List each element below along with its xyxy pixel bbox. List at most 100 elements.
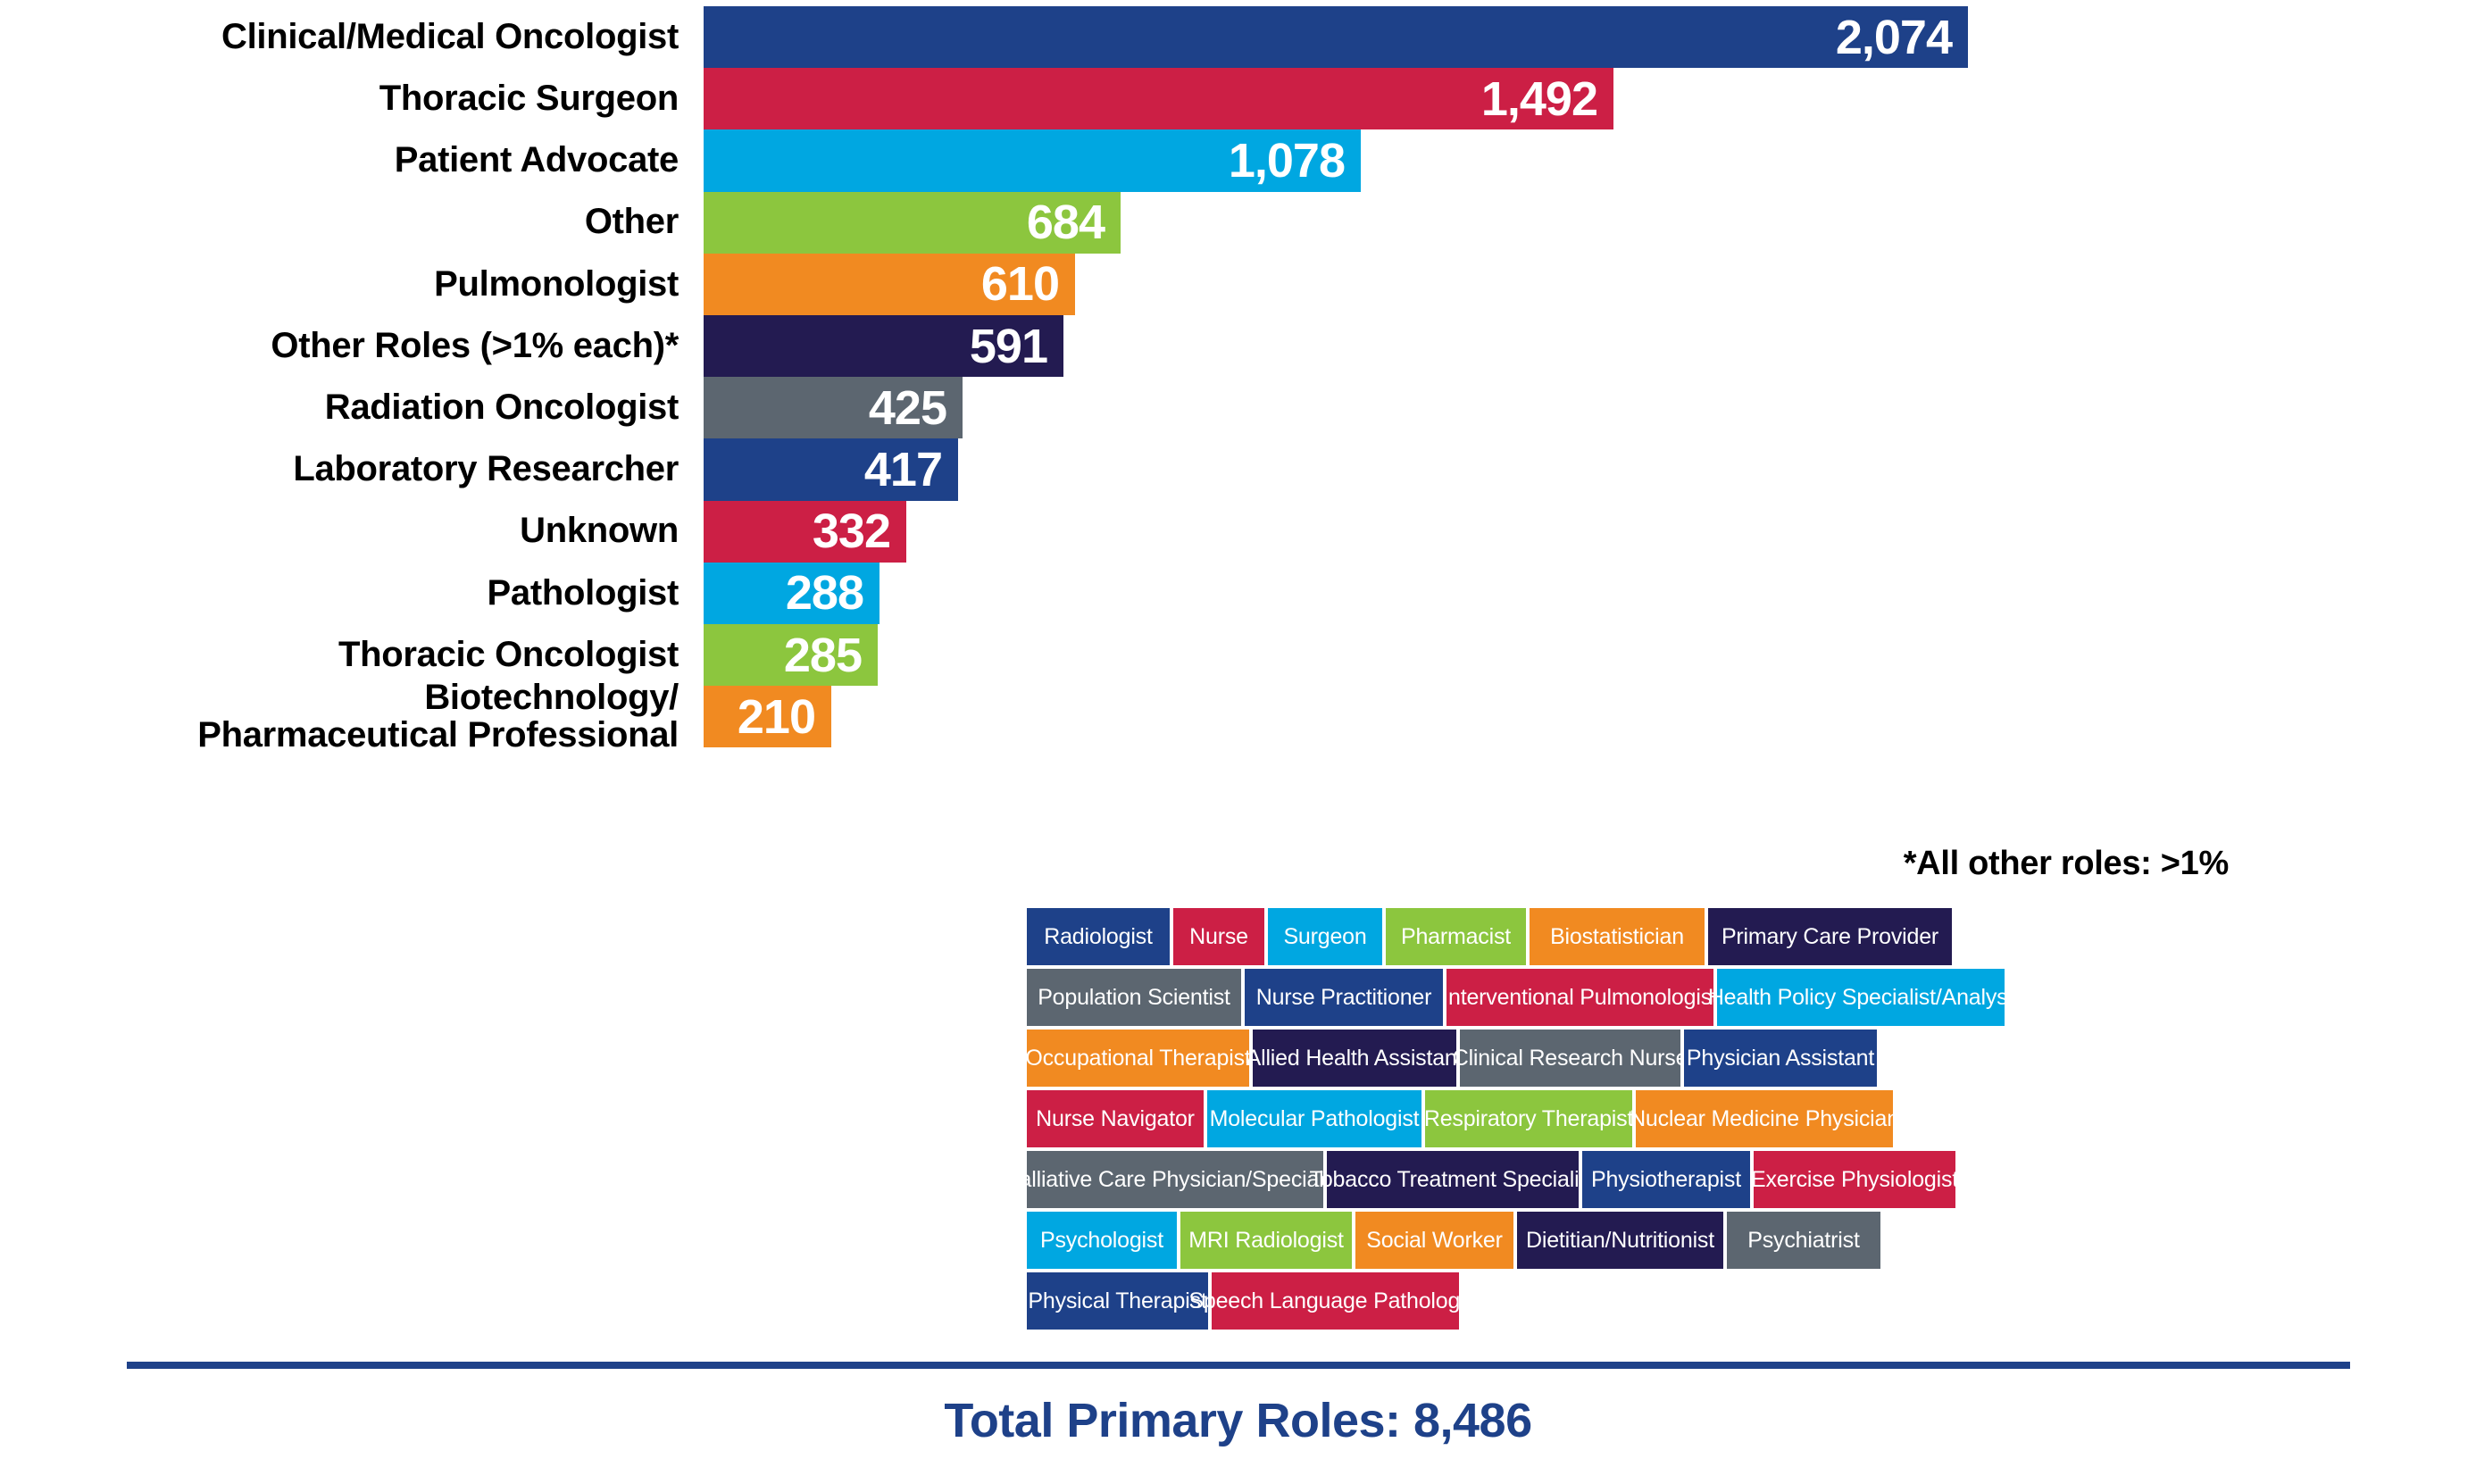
legend-chip[interactable]: Interventional Pulmonologist	[1442, 969, 1718, 1026]
legend-chip-label: Physiotherapist	[1591, 1166, 1741, 1192]
legend-chip-label: Nuclear Medicine Physician	[1630, 1105, 1899, 1131]
bar-rect[interactable]: 332	[704, 500, 906, 563]
legend-chip-label: Nurse Navigator	[1036, 1105, 1195, 1131]
legend-chip[interactable]: Social Worker	[1355, 1212, 1513, 1269]
legend-row: Nurse Navigator Molecular Pathologist Resp…	[1027, 1090, 2230, 1147]
legend-chip[interactable]: Exercise Physiologist	[1751, 1151, 1959, 1208]
legend-chip-label: Nurse	[1189, 923, 1248, 949]
bar-row: Pulmonologist 610	[0, 253, 2476, 315]
legend-chip-label: Physician Assistant	[1686, 1045, 1875, 1071]
bar-rect[interactable]: 684	[704, 191, 1121, 254]
bar-track: 210	[704, 686, 831, 748]
legend-chip-label: Respiratory Therapist	[1423, 1105, 1634, 1131]
bar-rect[interactable]: 1,492	[704, 68, 1613, 130]
total-primary-roles: Total Primary Roles: 8,486	[944, 1394, 1532, 1447]
bar-category-label: Radiation Oncologist	[324, 387, 679, 427]
legend-chip-label: Primary Care Provider	[1721, 923, 1939, 949]
legend-chip[interactable]: Pharmacist	[1386, 908, 1526, 965]
legend-chip-label: Allied Health Assistant	[1246, 1045, 1463, 1071]
legend-chip[interactable]: Nuclear Medicine Physician	[1630, 1090, 1899, 1147]
legend-chip[interactable]: Clinical Research Nurse	[1453, 1030, 1688, 1087]
legend-chip[interactable]: Allied Health Assistant	[1246, 1030, 1463, 1087]
legend-row: Psychologist MRI Radiologist Social Worker…	[1027, 1212, 2230, 1269]
legend-chip-label: Social Worker	[1366, 1227, 1503, 1253]
legend-chip[interactable]: Palliative Care Physician/Specialist	[1005, 1151, 1346, 1208]
other-roles-legend: Radiologist Nurse Surgeon Pharmacist Biostat…	[1005, 908, 2230, 1333]
legend-chip-label: Surgeon	[1283, 923, 1367, 949]
legend-chip[interactable]: Physical Therapist	[1027, 1272, 1208, 1330]
legend-chip[interactable]: Nurse	[1173, 908, 1264, 965]
bar-track: 684	[704, 191, 1121, 254]
bar-value-label: 417	[863, 442, 943, 496]
legend-chip-label: Psychologist	[1040, 1227, 1163, 1253]
bar-rect[interactable]: 2,074	[704, 6, 1968, 69]
footer-divider	[127, 1362, 2350, 1369]
legend-chip[interactable]: Molecular Pathologist	[1207, 1090, 1421, 1147]
legend-chip[interactable]: Surgeon	[1268, 908, 1382, 965]
legend-chip[interactable]: Speech Language Pathologist	[1188, 1272, 1482, 1330]
bar-row: Other 684	[0, 191, 2476, 254]
legend-chip-label: Interventional Pulmonologist	[1442, 984, 1718, 1010]
legend-chip-label: Nurse Practitioner	[1255, 984, 1432, 1010]
bar-rect[interactable]: 1,078	[704, 129, 1361, 192]
legend-chip[interactable]: Occupational Therapist	[1025, 1030, 1251, 1087]
bar-track: 1,078	[704, 129, 1361, 192]
legend-chip[interactable]: Tobacco Treatment Specialist	[1310, 1151, 1596, 1208]
legend-chip-label: Occupational Therapist	[1025, 1045, 1251, 1071]
legend-chip-label: Radiologist	[1044, 923, 1153, 949]
bar-track: 288	[704, 562, 880, 624]
bar-track: 417	[704, 438, 958, 501]
legend-chip-label: Psychiatrist	[1747, 1227, 1860, 1253]
legend-chip-label: Biostatistician	[1550, 923, 1684, 949]
legend-chip-label: Population Scientist	[1038, 984, 1230, 1010]
bar-row: Thoracic Oncologist 285	[0, 624, 2476, 687]
legend-row: Physical Therapist Speech Language Pathol…	[1027, 1272, 2230, 1330]
bar-value-label: 285	[783, 628, 863, 682]
bar-rect[interactable]: 285	[704, 624, 878, 687]
legend-chip[interactable]: Respiratory Therapist	[1423, 1090, 1634, 1147]
legend-chip[interactable]: Psychiatrist	[1727, 1212, 1880, 1269]
bar-value-label: 210	[737, 689, 816, 744]
bar-rect[interactable]: 425	[704, 377, 963, 439]
legend-chip[interactable]: MRI Radiologist	[1180, 1212, 1352, 1269]
bar-category-label: Laboratory Researcher	[293, 449, 679, 489]
legend-chip[interactable]: Nurse Navigator	[1027, 1090, 1204, 1147]
bar-rect[interactable]: 417	[704, 438, 958, 501]
bar-category-label: Other	[584, 202, 679, 242]
legend-chip[interactable]: Physiotherapist	[1582, 1151, 1750, 1208]
legend-chip-label: Molecular Pathologist	[1209, 1105, 1420, 1131]
legend-chip-label: Speech Language Pathologist	[1188, 1288, 1482, 1313]
bar-track: 425	[704, 377, 963, 439]
legend-chip[interactable]: Psychologist	[1027, 1212, 1177, 1269]
legend-chip[interactable]: Primary Care Provider	[1708, 908, 1952, 965]
bar-category-label: Pathologist	[487, 572, 679, 613]
legend-chip[interactable]: Nurse Practitioner	[1245, 969, 1443, 1026]
bar-track: 591	[704, 315, 1063, 378]
bar-track: 1,492	[704, 68, 1613, 130]
bar-row: Other Roles (>1% each)* 591	[0, 315, 2476, 378]
bar-track: 2,074	[704, 6, 1968, 69]
bar-value-label: 1,492	[1480, 71, 1598, 126]
bar-chart: Clinical/Medical Oncologist 2,074 Thoracic…	[0, 6, 2476, 754]
bar-category-label: Thoracic Surgeon	[379, 78, 679, 118]
legend-chip[interactable]: Biostatistician	[1530, 908, 1705, 965]
legend-chip[interactable]: Population Scientist	[1027, 969, 1241, 1026]
legend-row: Population Scientist Nurse Practitioner In…	[1027, 969, 2230, 1026]
legend-chip-label: Tobacco Treatment Specialist	[1309, 1166, 1596, 1192]
legend-chip[interactable]: Radiologist	[1027, 908, 1170, 965]
bar-value-label: 288	[785, 566, 864, 621]
legend-chip-label: Palliative Care Physician/Specialist	[1005, 1166, 1346, 1192]
bar-rect[interactable]: 288	[704, 562, 880, 624]
bar-row: Patient Advocate 1,078	[0, 129, 2476, 192]
legend-chip[interactable]: Dietitian/Nutritionist	[1517, 1212, 1723, 1269]
legend-chip-label: Exercise Physiologist	[1751, 1166, 1959, 1192]
bar-rect[interactable]: 210	[704, 686, 831, 748]
bar-value-label: 332	[812, 504, 891, 559]
bar-category-label: Pulmonologist	[434, 263, 679, 304]
bar-rect[interactable]: 591	[704, 315, 1063, 378]
legend-chip[interactable]: Health Policy Specialist/Analyst	[1708, 969, 2013, 1026]
legend-chip[interactable]: Physician Assistant	[1684, 1030, 1877, 1087]
bar-row: Radiation Oncologist 425	[0, 377, 2476, 439]
bar-category-label: Unknown	[520, 511, 679, 551]
bar-rect[interactable]: 610	[704, 253, 1075, 315]
